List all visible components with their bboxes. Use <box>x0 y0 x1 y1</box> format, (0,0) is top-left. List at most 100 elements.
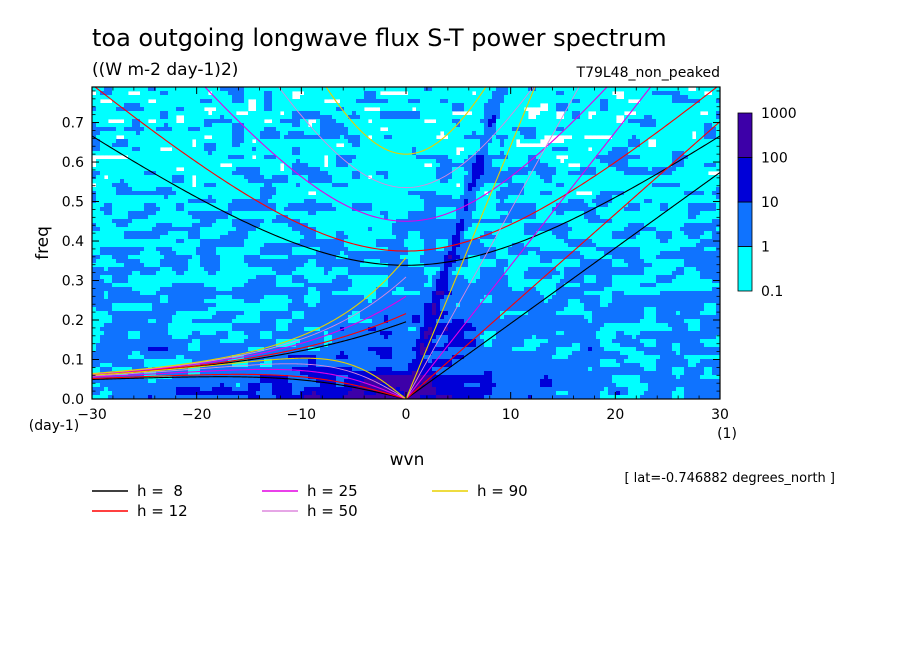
spectrum-cell <box>588 183 593 188</box>
spectrum-cell <box>536 167 541 172</box>
spectrum-cell <box>664 187 669 192</box>
spectrum-cell <box>276 99 281 104</box>
spectrum-cell <box>252 95 257 100</box>
spectrum-cell <box>480 147 485 152</box>
spectrum-cell <box>448 119 453 124</box>
spectrum-cell <box>348 183 353 188</box>
spectrum-cell <box>488 111 493 116</box>
spectrum-cell <box>664 191 669 196</box>
spectrum-cell <box>96 151 101 156</box>
spectrum-cell <box>708 167 713 172</box>
spectrum-cell <box>656 107 661 112</box>
spectrum-cell <box>204 163 209 168</box>
spectrum-cell <box>364 167 369 172</box>
spectrum-cell <box>288 191 293 196</box>
spectrum-cell <box>328 127 333 132</box>
spectrum-cell <box>676 183 681 188</box>
spectrum-cell <box>104 107 109 112</box>
spectrum-cell <box>516 199 521 204</box>
spectrum-cell <box>508 151 513 156</box>
spectrum-cell <box>416 135 421 140</box>
spectrum-cell <box>128 111 133 116</box>
spectrum-cell <box>332 187 337 192</box>
spectrum-cell <box>680 183 685 188</box>
spectrum-cell <box>484 123 489 128</box>
spectrum-cell <box>264 91 269 96</box>
spectrum-cell <box>516 155 521 160</box>
spectrum-cell <box>160 195 165 200</box>
spectrum-cell <box>148 87 153 92</box>
spectrum-cell <box>440 107 445 112</box>
spectrum-cell <box>156 131 161 136</box>
spectrum-cell <box>260 163 265 168</box>
spectrum-cell <box>208 123 213 128</box>
spectrum-cell <box>628 167 633 172</box>
spectrum-cell <box>468 163 473 168</box>
spectrum-cell <box>392 167 397 172</box>
spectrum-cell <box>396 87 401 92</box>
spectrum-cell <box>196 99 201 104</box>
spectrum-cell <box>524 159 529 164</box>
spectrum-cell <box>712 143 717 148</box>
spectrum-cell <box>652 175 657 180</box>
spectrum-cell <box>440 143 445 148</box>
spectrum-cell <box>128 195 133 200</box>
spectrum-cell <box>204 159 209 164</box>
spectrum-cell <box>284 151 289 156</box>
spectrum-cell <box>532 207 537 212</box>
spectrum-cell <box>176 175 181 180</box>
spectrum-cell <box>560 127 565 132</box>
spectrum-cell <box>172 219 177 224</box>
spectrum-cell <box>600 111 605 116</box>
spectrum-cell <box>260 111 265 116</box>
spectrum-cell <box>440 215 445 220</box>
spectrum-cell <box>416 163 421 168</box>
spectrum-cell <box>152 155 157 160</box>
spectrum-cell <box>376 163 381 168</box>
spectrum-cell <box>352 151 357 156</box>
spectrum-cell <box>152 183 157 188</box>
spectrum-cell <box>120 103 125 108</box>
spectrum-cell <box>92 131 97 136</box>
spectrum-cell <box>636 115 641 120</box>
spectrum-cell <box>308 131 313 136</box>
spectrum-cell <box>544 175 549 180</box>
spectrum-cell <box>208 139 213 144</box>
spectrum-cell <box>152 159 157 164</box>
spectrum-cell <box>524 203 529 208</box>
spectrum-cell <box>692 95 697 100</box>
spectrum-cell <box>328 179 333 184</box>
spectrum-cell <box>592 151 597 156</box>
spectrum-cell <box>368 163 373 168</box>
spectrum-cell <box>348 215 353 220</box>
spectrum-cell <box>548 191 553 196</box>
spectrum-cell <box>472 187 477 192</box>
spectrum-cell <box>548 103 553 108</box>
spectrum-cell <box>680 151 685 156</box>
spectrum-cell <box>116 87 121 92</box>
spectrum-cell <box>296 135 301 140</box>
spectrum-cell <box>712 187 717 192</box>
spectrum-cell <box>472 211 477 216</box>
spectrum-cell <box>580 103 585 108</box>
spectrum-cell <box>496 111 501 116</box>
spectrum-cell <box>652 107 657 112</box>
spectrum-cell <box>492 215 497 220</box>
spectrum-cell <box>540 187 545 192</box>
spectrum-cell <box>176 215 181 220</box>
spectrum-cell <box>516 203 521 208</box>
spectrum-cell <box>672 215 677 220</box>
spectrum-cell <box>652 159 657 164</box>
spectrum-cell <box>692 107 697 112</box>
spectrum-cell <box>264 107 269 112</box>
spectrum-cell <box>420 155 425 160</box>
spectrum-cell <box>112 167 117 172</box>
spectrum-cell <box>340 211 345 216</box>
spectrum-cell <box>344 171 349 176</box>
spectrum-cell <box>316 139 321 144</box>
spectrum-cell <box>580 187 585 192</box>
spectrum-cell <box>276 151 281 156</box>
spectrum-cell <box>612 127 617 132</box>
spectrum-cell <box>580 195 585 200</box>
spectrum-cell <box>364 163 369 168</box>
